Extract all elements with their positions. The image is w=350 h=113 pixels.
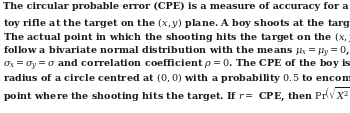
Text: Derive a formula for $r$ in terms of $\sigma$.: Derive a formula for $r$ in terms of $\s…	[3, 112, 197, 113]
Text: toy rifle at the target on the $(x, y)$ plane. A boy shoots at the target on the: toy rifle at the target on the $(x, y)$ …	[3, 15, 350, 29]
Text: The actual point in which the shooting hits the target on the $(x, y)$ plane is : The actual point in which the shooting h…	[3, 29, 350, 43]
Text: follow a bivariate normal distribution with the means $\mu_x = \mu_y = 0$, stand: follow a bivariate normal distribution w…	[3, 43, 350, 58]
Text: point where the shooting hits the target. If $r =$ CPE, then $\mathrm{Pr}\!\left: point where the shooting hits the target…	[3, 85, 350, 102]
Text: $\sigma_x = \sigma_y = \sigma$ and correlation coefficient $\rho = 0$. The CPE o: $\sigma_x = \sigma_y = \sigma$ and corre…	[3, 57, 350, 72]
Text: radius of a circle centred at $(0, 0)$ with a probability $0.5$ to encompass $(X: radius of a circle centred at $(0, 0)$ w…	[3, 71, 350, 84]
Text: The circular probable error (CPE) is a measure of accuracy for a shooting system: The circular probable error (CPE) is a m…	[3, 2, 350, 11]
